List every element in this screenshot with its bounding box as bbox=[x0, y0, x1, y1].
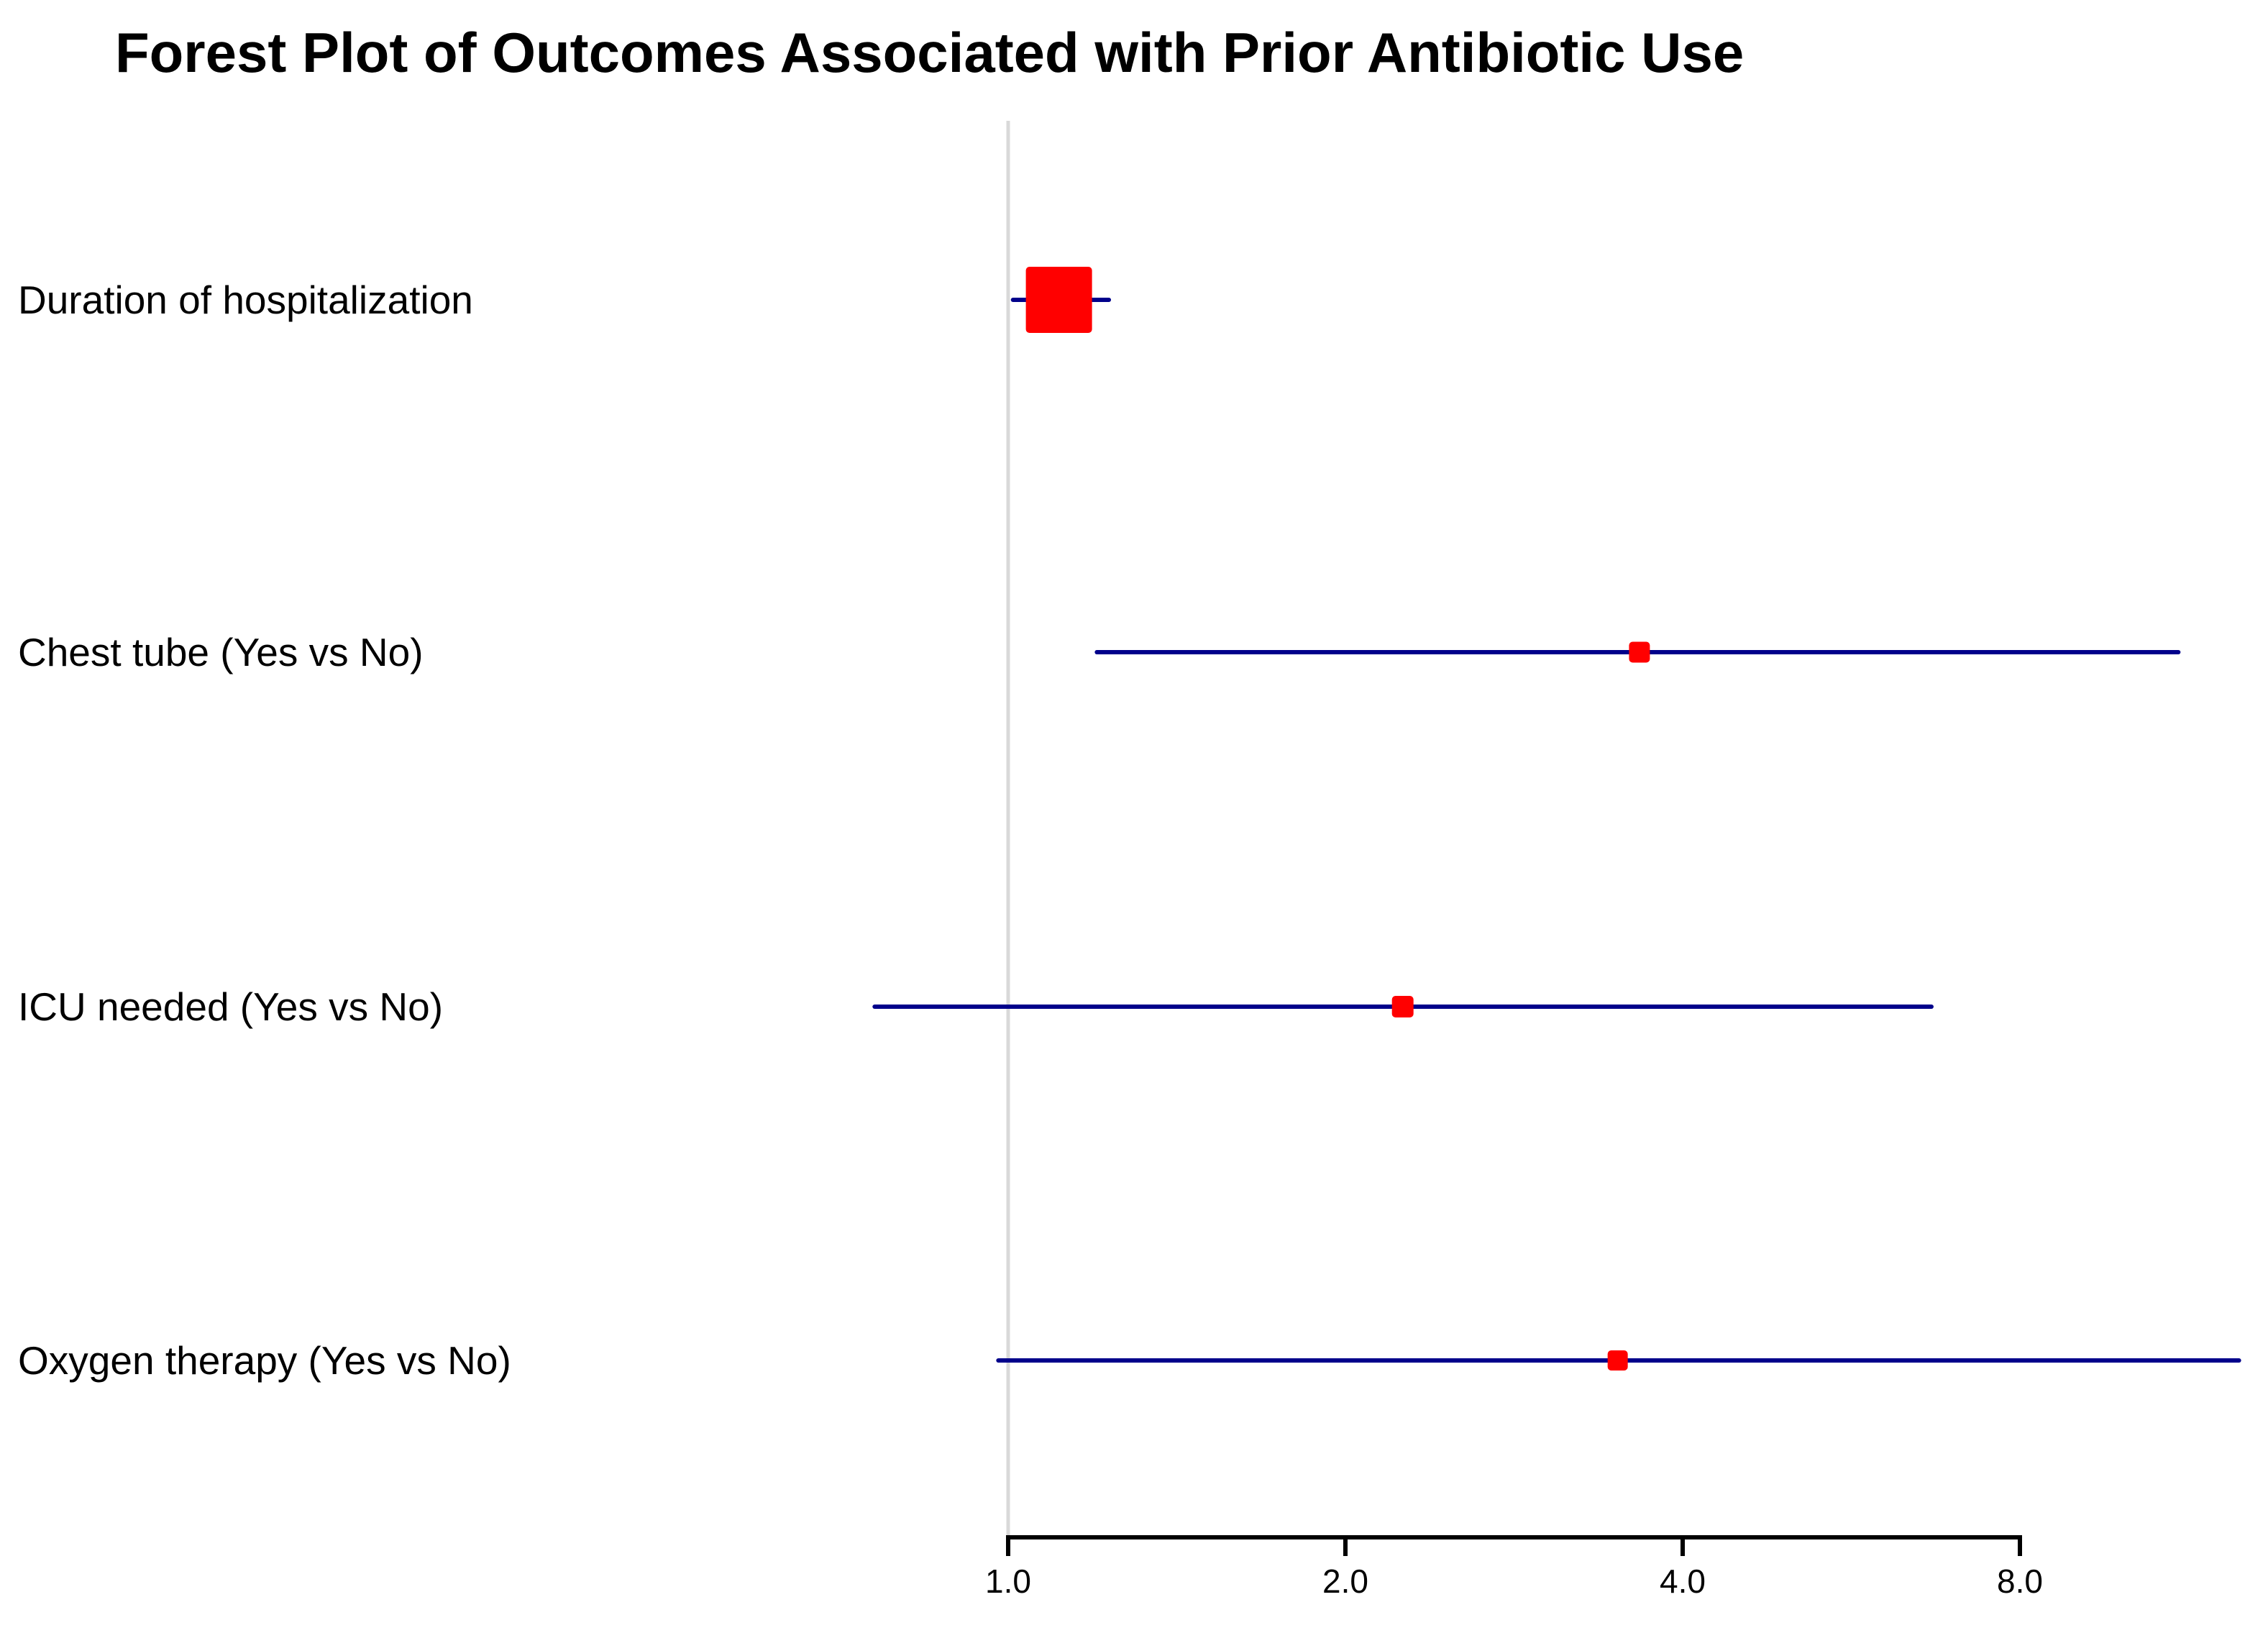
row-label: Chest tube (Yes vs No) bbox=[18, 630, 424, 674]
row-label: ICU needed (Yes vs No) bbox=[18, 984, 443, 1029]
x-axis-tick-label: 4.0 bbox=[1660, 1562, 1706, 1600]
row-label: Oxygen therapy (Yes vs No) bbox=[18, 1338, 511, 1383]
x-axis-tick-label: 1.0 bbox=[985, 1562, 1031, 1600]
x-axis-tick-label: 8.0 bbox=[1997, 1562, 2043, 1600]
estimate-marker bbox=[1391, 996, 1414, 1017]
chart-title: Forest Plot of Outcomes Associated with … bbox=[115, 21, 1745, 84]
x-axis-tick-label: 2.0 bbox=[1322, 1562, 1368, 1600]
estimate-marker bbox=[1629, 641, 1650, 663]
estimate-marker bbox=[1607, 1350, 1628, 1371]
row-label: Duration of hospitalization bbox=[18, 278, 473, 322]
estimate-marker bbox=[1025, 267, 1092, 333]
